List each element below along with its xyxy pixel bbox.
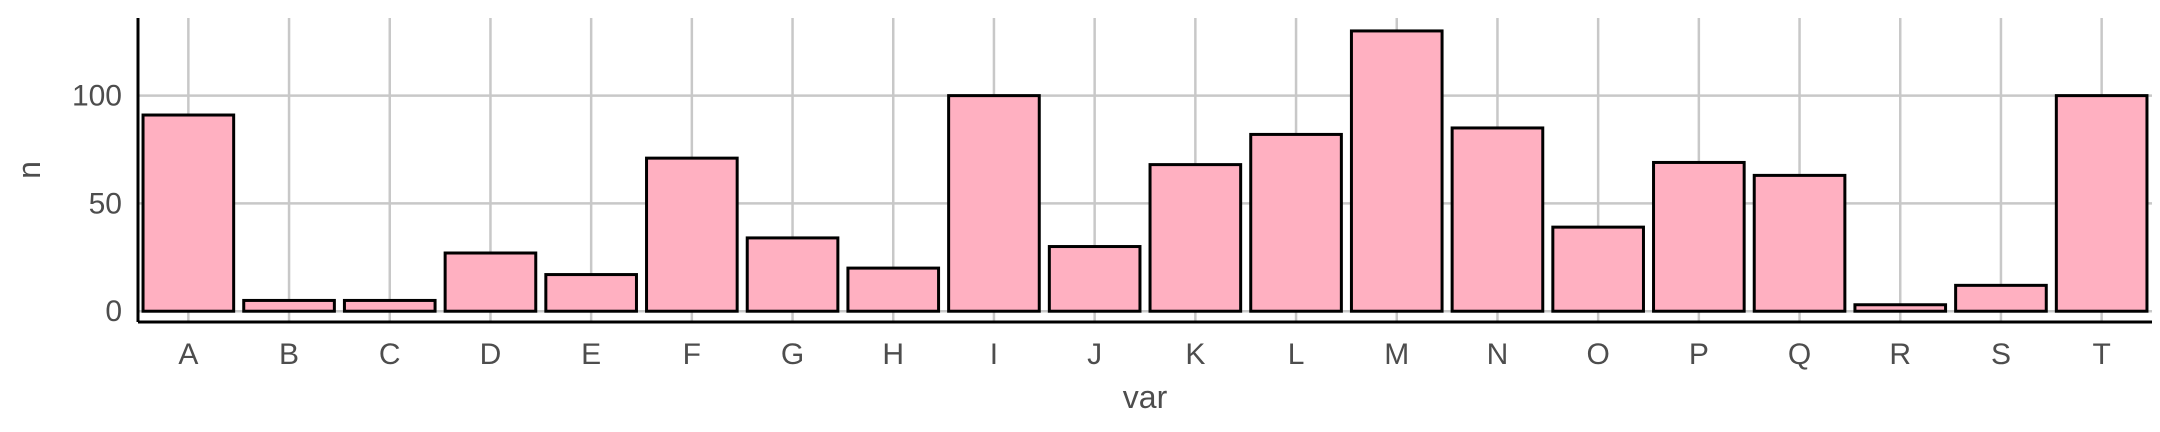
x-tick-label-K: K [1185,338,1205,371]
y-tick-label-50: 50 [89,187,122,220]
bar-H [846,266,941,313]
bar-T [2054,94,2149,313]
bar-J [1047,245,1142,313]
bar-Q [1752,173,1847,313]
bar-A [141,113,236,313]
x-tick-label-I: I [990,338,998,371]
x-tick-label-H: H [882,338,904,371]
bar-K [1148,163,1243,313]
x-tick-label-N: N [1487,338,1509,371]
bar-E [544,273,638,313]
x-tick-label-E: E [581,338,601,371]
x-tick-label-A: A [178,338,198,371]
bar-B [242,298,336,313]
bar-R [1853,303,1948,313]
x-tick-label-J: J [1087,338,1102,371]
bar-G [745,236,840,313]
x-tick-label-G: G [781,338,804,371]
bars [141,29,2149,313]
bar-I [947,94,1041,313]
x-tick-label-C: C [379,338,401,371]
bar-N [1450,126,1545,313]
x-tick-label-B: B [279,338,299,371]
x-tick-label-Q: Q [1788,338,1811,371]
y-tick-labels: 0 50 100 [72,80,122,329]
x-axis-title: var [1123,379,1168,415]
y-tick-label-0: 0 [105,295,122,328]
bar-L [1249,132,1343,313]
bar-O [1551,225,1645,313]
y-axis-title: n [11,161,47,179]
x-tick-label-M: M [1384,338,1409,371]
y-tick-label-100: 100 [72,80,122,113]
bar-F [645,156,739,313]
bar-D [443,251,538,313]
bar-S [1954,283,2048,313]
x-tick-label-D: D [480,338,502,371]
x-tick-label-T: T [2092,338,2110,371]
x-tick-label-R: R [1889,338,1911,371]
x-tick-label-P: P [1689,338,1709,371]
horizontal-gridlines [138,94,2152,313]
x-tick-label-S: S [1991,338,2011,371]
x-tick-label-L: L [1288,338,1305,371]
x-tick-label-F: F [683,338,701,371]
bar-P [1652,160,1746,313]
bar-C [342,298,437,313]
x-tick-labels: A B C D E F G H I J K L M N O P Q R S T [178,338,2110,371]
bar-M [1349,29,1444,313]
x-tick-label-O: O [1586,338,1609,371]
